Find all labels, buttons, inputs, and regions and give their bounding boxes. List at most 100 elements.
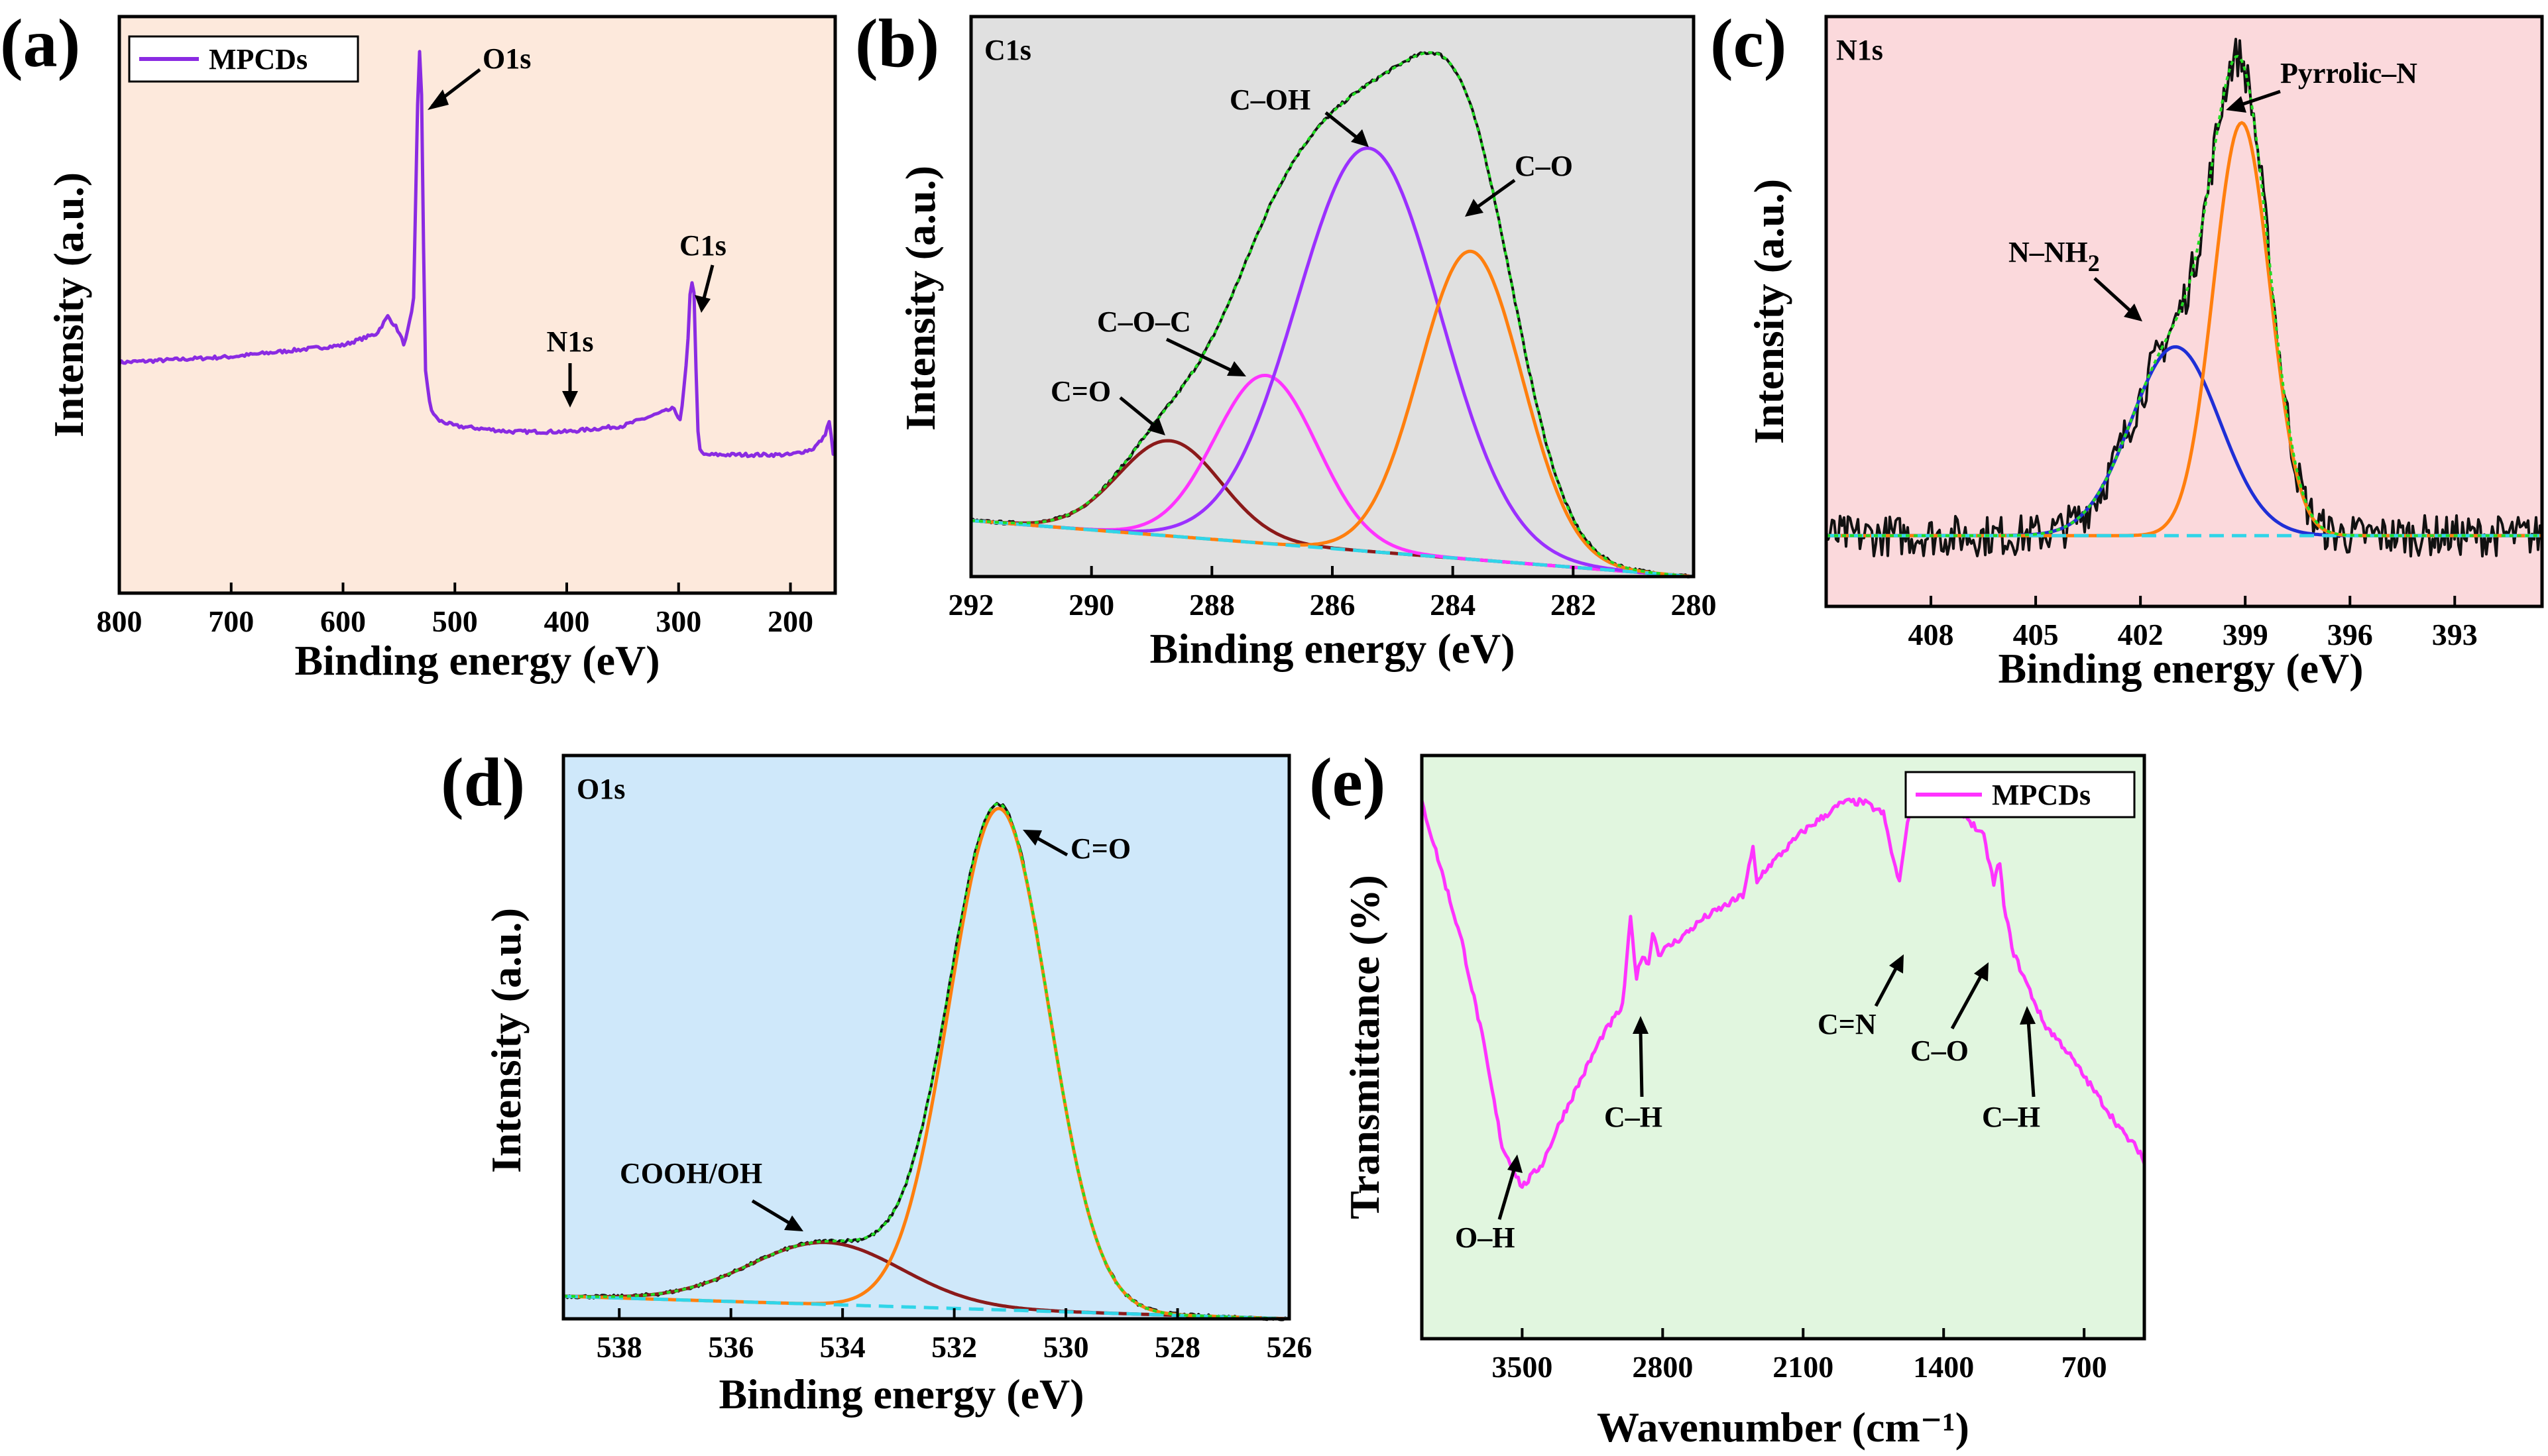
panel-b-annotation-c-o: C–O <box>1465 150 1573 217</box>
panel-c-xtick-label-1: 405 <box>2013 618 2059 651</box>
panel-c-ylabel: Intensity (a.u.) <box>1745 179 1792 444</box>
panel-e-annotation-o-h-arrowhead <box>1507 1154 1523 1173</box>
panel-b-annotation-c-oh-label: C–OH <box>1230 84 1310 116</box>
panel-e-annotation-c-o-arrow <box>1950 973 1984 1030</box>
panel-b-annotation-c-o-double-arrow <box>1119 396 1158 429</box>
panel-c-annotation-n-nh2-arrowhead <box>2124 304 2142 321</box>
panel-e-annotation-c-h-1: C–H <box>1604 1016 1662 1133</box>
panel-b-xtick-label-2: 288 <box>1189 588 1235 622</box>
panel-a-annotation-o1s-label: O1s <box>483 42 531 75</box>
panel-c-annotation-n-nh2-main: N–NH <box>2008 236 2088 268</box>
panel-e-xtick-label-1: 2800 <box>1632 1350 1693 1384</box>
panel-d-annotation-cooh-oh-arrowhead <box>784 1215 803 1231</box>
panel-a-annotation-n1s-arrowhead <box>562 391 578 408</box>
panel-d-xtick-label-6: 526 <box>1267 1330 1312 1364</box>
panel-e-annotation-o-h-label: O–H <box>1455 1221 1515 1254</box>
panel-e-series-0 <box>1420 786 2146 1189</box>
panel-c-plot-area <box>1826 17 2542 606</box>
panel-a-annotation-c1s: C1s <box>679 229 726 313</box>
panel-e-annotation-c-n: C=N <box>1818 954 1904 1040</box>
panel-d-xtick-label-4: 530 <box>1043 1330 1089 1364</box>
panel-e-annotation-c-n-arrow <box>1874 965 1899 1007</box>
panel-e-annotation-c-h-2-arrow <box>2026 1020 2036 1097</box>
panel-d-fit-envelope <box>563 803 1290 1320</box>
panel-a-xtick-label-0: 800 <box>97 604 143 638</box>
panel-b-annotation-c-oh-arrow <box>1324 111 1360 140</box>
panel-d-xtick-label-3: 532 <box>931 1330 977 1364</box>
panel-b-annotation-c-o-double-arrowhead <box>1147 418 1165 435</box>
panel-e-legend: MPCDs <box>1904 771 2136 818</box>
panel-a-xtick-label-3: 500 <box>432 604 478 638</box>
panel-a-legend: MPCDs <box>128 35 359 83</box>
panel-a-xtick-label-6: 200 <box>768 604 813 638</box>
panel-c-annotation-n-nh2: N–NH2 <box>2008 236 2142 321</box>
panel-a: (a) 800 700 600 500 400 300 200 MPCDs Binding … <box>0 5 837 684</box>
panel-d-annotation-cooh-oh-label: COOH/OH <box>620 1157 762 1190</box>
panel-d-baseline <box>563 1294 1290 1321</box>
panel-b-annotation-c-oh-arrowhead <box>1351 129 1369 147</box>
panel-b-annotation-c-o-arrow <box>1474 178 1516 211</box>
panel-b-annotation-c-oh: C–OH <box>1230 84 1369 147</box>
panel-b-xtick-label-6: 280 <box>1671 588 1717 622</box>
panel-b-plot-area <box>971 17 1694 577</box>
panel-c-letter: (c) <box>1710 5 1786 82</box>
panel-e-xlabel: Wavenumber (cm⁻¹) <box>1597 1404 1969 1451</box>
panel-d-annotation-c-o-double: C=O <box>1023 830 1131 865</box>
panel-a-annotation-n1s: N1s <box>547 325 594 408</box>
panel-c-annotation-pyrrolic-n-label: Pyrrolic–N <box>2280 57 2417 89</box>
panel-c-xtick-label-3: 399 <box>2223 618 2268 651</box>
panel-a-series-0 <box>117 50 836 459</box>
panel-c-series-group <box>1825 38 2543 558</box>
panel-e-xtick-label-2: 2100 <box>1772 1350 1833 1384</box>
panel-b-xtick-label-5: 282 <box>1550 588 1596 622</box>
panel-b-xtick-label-1: 290 <box>1069 588 1114 622</box>
panel-d-title: O1s <box>577 773 625 805</box>
panel-b-ylabel: Intensity (a.u.) <box>897 166 944 431</box>
panel-c-annotation-n-nh2-label: N–NH2 <box>2008 236 2100 276</box>
panel-e-annotation-c-h-1-label: C–H <box>1604 1101 1662 1133</box>
panel-a-frame <box>117 15 837 595</box>
panel-e-annotation-c-o-arrowhead <box>1974 962 1989 981</box>
panel-b: (b) 292 290 288 286 284 282 280 C1s Binding en… <box>855 5 1717 672</box>
panel-d-ylabel: Intensity (a.u.) <box>483 908 530 1173</box>
panel-d-annotation-cooh-oh: COOH/OH <box>620 1157 803 1231</box>
panel-c-fit-envelope <box>1826 54 2542 537</box>
panel-d-ticks: 538 536 534 532 530 528 526 <box>597 1308 1312 1364</box>
panel-e-annotation-c-n-arrowhead <box>1889 954 1904 974</box>
panel-b-baseline <box>970 519 1694 579</box>
panel-b-annotation-c-o-c-arrow <box>1165 337 1234 373</box>
panel-e: (e) 3500 2800 2100 1400 700 MPCDs Wavenumber… <box>1309 744 2146 1451</box>
panel-c-xtick-label-4: 396 <box>2327 618 2373 651</box>
panel-c-xlabel: Binding energy (eV) <box>1998 645 2363 692</box>
panel-c-frame <box>1824 15 2544 608</box>
panel-e-annotation-o-h: O–H <box>1455 1154 1523 1254</box>
panel-b-letter: (b) <box>855 5 939 82</box>
panel-d-letter: (d) <box>441 744 525 820</box>
panel-b-xlabel: Binding energy (eV) <box>1149 625 1515 672</box>
panel-c-ticks: 408 405 402 399 396 393 <box>1908 596 2478 651</box>
panel-d-xlabel: Binding energy (eV) <box>719 1371 1084 1418</box>
panel-d-frame <box>561 754 1291 1321</box>
panel-e-annotation-c-o: C–O <box>1910 962 1989 1067</box>
panel-a-annotation-o1s-arrowhead <box>428 89 449 110</box>
panel-a-annotation-n1s-label: N1s <box>547 325 594 358</box>
panel-d-xtick-label-0: 538 <box>597 1330 642 1364</box>
panel-b-annotation-c-o-c-label: C–O–C <box>1097 306 1191 338</box>
panel-b-xtick-label-4: 284 <box>1430 588 1476 622</box>
panel-b-title: C1s <box>984 34 1031 66</box>
panel-e-letter: (e) <box>1309 744 1385 820</box>
panel-c-xtick-label-5: 393 <box>2432 618 2478 651</box>
panel-c-title: N1s <box>1836 34 1883 66</box>
panel-e-xtick-label-0: 3500 <box>1491 1350 1552 1384</box>
panel-d-annotation-cooh-oh-arrow <box>751 1199 793 1227</box>
panel-c-annotation-pyrrolic-n-arrowhead <box>2226 96 2246 113</box>
panel-c-xtick-label-0: 408 <box>1908 618 1954 651</box>
panel-e-annotation-c-h-2: C–H <box>1982 1006 2040 1133</box>
panel-e-annotation-c-o-label: C–O <box>1910 1035 1969 1067</box>
panel-e-ylabel: Transmittance (%) <box>1341 875 1388 1219</box>
panel-e-annotation-c-n-label: C=N <box>1818 1008 1877 1040</box>
panel-b-ticks: 292 290 288 286 284 282 280 <box>949 566 1717 622</box>
panel-e-annotation-o-h-arrow <box>1497 1167 1517 1220</box>
panel-d-annotation-c-o-double-label: C=O <box>1071 832 1131 865</box>
